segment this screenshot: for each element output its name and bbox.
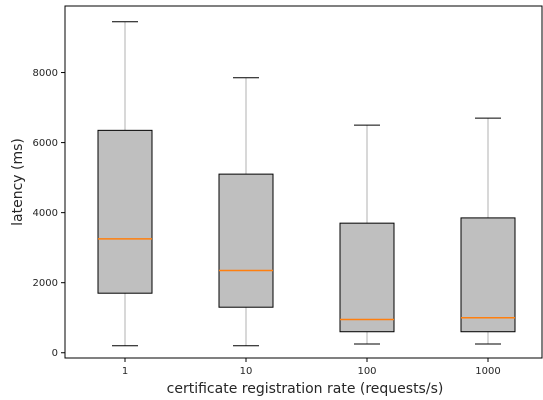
x-tick-label: 100 [357, 366, 376, 377]
y-tick-label: 6000 [33, 138, 58, 149]
x-tick-label: 1000 [475, 366, 500, 377]
y-tick-label: 4000 [33, 208, 58, 219]
x-axis-label: certificate registration rate (requests/… [167, 381, 444, 397]
box [218, 173, 274, 308]
box [339, 222, 395, 333]
y-tick-label: 8000 [33, 68, 58, 79]
plot-area: 0 2000 4000 6000 8000 1 10 100 1000 [33, 5, 543, 377]
x-tick-label: 1 [122, 366, 128, 377]
box [97, 129, 153, 294]
box [460, 217, 516, 333]
x-tick-label: 10 [240, 366, 253, 377]
y-tick-label: 0 [52, 348, 58, 359]
axes-frame [64, 5, 543, 359]
y-axis-label: latency (ms) [10, 138, 26, 226]
y-tick-label: 2000 [33, 278, 58, 289]
